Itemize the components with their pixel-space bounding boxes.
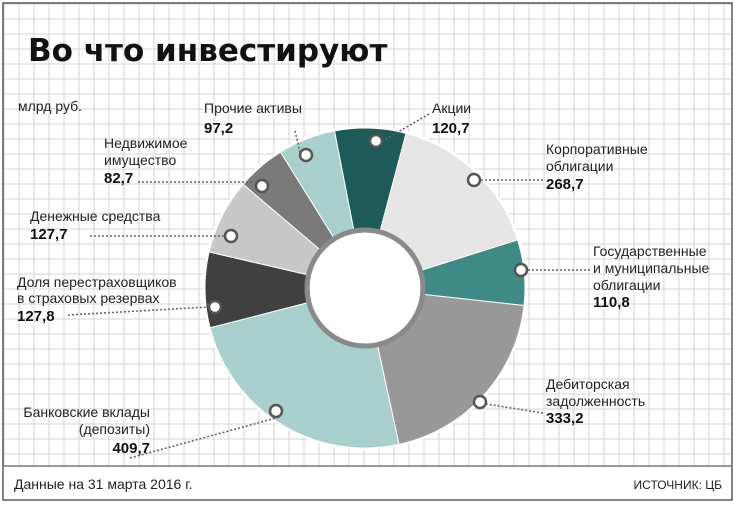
- marker-deposits: [268, 403, 284, 419]
- value-cash: 127,7: [30, 226, 68, 243]
- footer-source: ИСТОЧНИК: ЦБ: [634, 478, 723, 492]
- marker-receivables: [472, 394, 488, 410]
- label-gov-bonds: облигации: [593, 277, 660, 293]
- label-other-assets: Прочие активы: [204, 100, 302, 116]
- value-corp-bonds: 268,7: [546, 176, 584, 193]
- label-reinsurer-share: Доля перестраховщиков: [17, 274, 177, 290]
- inner-rim: [304, 227, 426, 349]
- slice-labels: Акции120,7Корпоративныеоблигации268,7Гос…: [17, 100, 710, 457]
- leader-deposits: [129, 417, 277, 459]
- marker-other-assets: [298, 147, 314, 163]
- donut-slices: [203, 126, 527, 450]
- label-stocks: Акции: [432, 100, 471, 116]
- marker-real-estate: [254, 178, 270, 194]
- label-gov-bonds: Государственные: [593, 243, 707, 259]
- label-receivables: задолженность: [546, 393, 645, 409]
- marker-cash: [223, 228, 239, 244]
- value-receivables: 333,2: [546, 410, 584, 427]
- marker-reinsurer-share: [207, 299, 223, 315]
- leader-stocks: [385, 113, 430, 140]
- label-gov-bonds: и муниципальные: [593, 260, 710, 276]
- marker-gov-bonds: [513, 262, 529, 278]
- label-real-estate: имущество: [104, 152, 176, 168]
- label-receivables: Дебиторская: [546, 376, 630, 392]
- value-other-assets: 97,2: [204, 120, 233, 137]
- marker-stocks: [368, 133, 384, 149]
- value-reinsurer-share: 127,8: [17, 308, 55, 325]
- value-deposits: 409,7: [112, 440, 150, 457]
- value-gov-bonds: 110,8: [593, 294, 630, 311]
- value-stocks: 120,7: [432, 120, 470, 137]
- leader-other-assets: [294, 130, 301, 153]
- unit-label: млрд руб.: [18, 98, 82, 114]
- chart-title: Во что инвестируют: [28, 33, 387, 69]
- leader-lines: [67, 113, 590, 459]
- leader-reinsurer-share: [67, 306, 209, 316]
- label-deposits: Банковские вклады: [23, 404, 150, 420]
- marker-corp-bonds: [466, 172, 482, 188]
- label-deposits: (депозиты): [79, 421, 150, 437]
- footer-strip: [4, 466, 731, 499]
- label-real-estate: Недвижимое: [104, 135, 188, 151]
- value-real-estate: 82,7: [104, 170, 133, 187]
- donut-hole: [310, 233, 420, 343]
- leader-receivables: [485, 403, 544, 414]
- footer-note: Данные на 31 марта 2016 г.: [14, 476, 192, 492]
- label-corp-bonds: Корпоративные: [546, 141, 648, 157]
- label-corp-bonds: облигации: [546, 158, 613, 174]
- label-cash: Денежные средства: [30, 208, 161, 224]
- label-reinsurer-share: в страховых резервах: [17, 290, 160, 306]
